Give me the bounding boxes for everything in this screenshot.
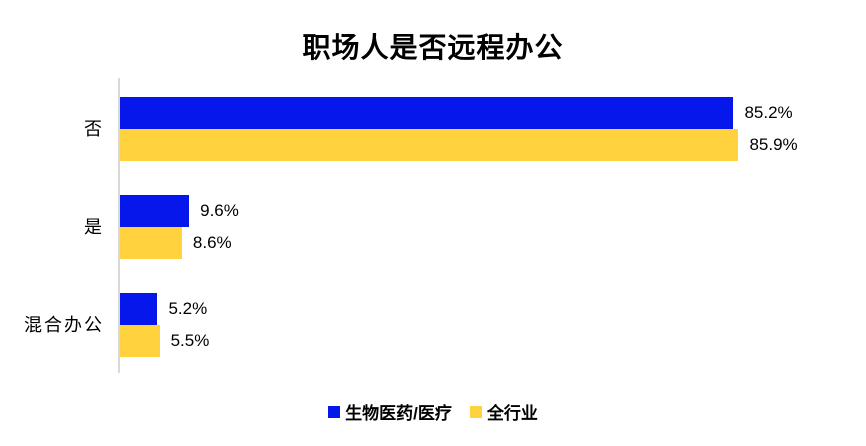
bar-series1-cat1 xyxy=(120,97,734,129)
bar-series1-cat2 xyxy=(120,195,190,227)
value-label: 5.2% xyxy=(168,299,208,318)
category-label: 是 xyxy=(84,217,104,237)
category-label: 混合办公 xyxy=(24,315,104,335)
legend-swatch xyxy=(328,405,341,418)
bar-series1-cat3 xyxy=(120,293,158,325)
chart-title: 职场人是否远程办公 xyxy=(302,32,564,63)
value-label: 85.9% xyxy=(749,135,798,154)
bar-series2-cat3 xyxy=(120,325,160,357)
category-axis: 否是混合办公 xyxy=(0,78,118,373)
value-label: 85.2% xyxy=(744,103,793,122)
legend-label: 生物医药/医疗 xyxy=(345,404,452,423)
plot-area: 85.2% 85.9% 9.6% 8.6% 5.2% 5.5% xyxy=(118,78,840,373)
legend-item: 全行业 xyxy=(469,399,538,424)
legend-item: 生物医药/医疗 xyxy=(328,399,452,424)
bar-series2-cat1 xyxy=(120,129,739,161)
bar-series2-cat2 xyxy=(120,227,182,259)
value-label: 8.6% xyxy=(192,233,232,252)
legend-swatch xyxy=(469,405,482,418)
category-label: 否 xyxy=(84,119,104,139)
legend: 生物医药/医疗 全行业 xyxy=(0,399,866,424)
legend-label: 全行业 xyxy=(486,404,538,423)
value-label: 9.6% xyxy=(200,201,239,220)
value-label: 5.5% xyxy=(170,331,210,350)
